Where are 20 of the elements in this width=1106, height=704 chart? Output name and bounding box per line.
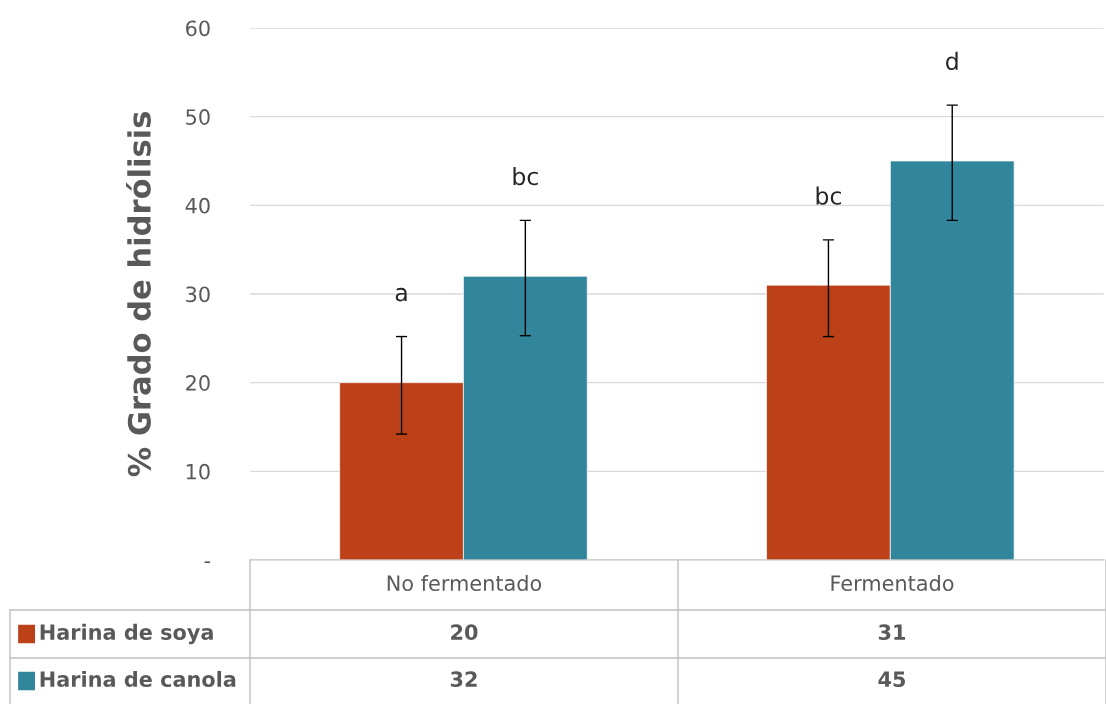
y-tick-label: 50 [186,109,210,125]
y-tick-label: 30 [186,286,210,303]
x-tick-label: No fermentado [387,574,542,592]
data-label: 32 [450,671,477,688]
annotation: d [946,51,958,71]
data-label: 45 [878,671,906,688]
data-label: 20 [451,624,478,641]
annotation: bc [816,186,841,205]
legend-label: Harina de soya [40,623,213,645]
legend-label: Harina de canola [40,670,236,688]
y-tick-label: - [204,561,211,564]
y-tick-label: 10 [186,463,210,480]
x-tick-label: Fermentado [831,574,954,592]
y-tick-label: 40 [185,197,210,214]
y-tick-label: 60 [186,20,210,37]
annotation: a [395,287,407,302]
annotation: bc [513,167,538,186]
data-label: 31 [878,624,906,641]
y-tick-label: 20 [186,375,210,391]
y-axis-title: % Grado de hidrólisis [126,112,151,477]
